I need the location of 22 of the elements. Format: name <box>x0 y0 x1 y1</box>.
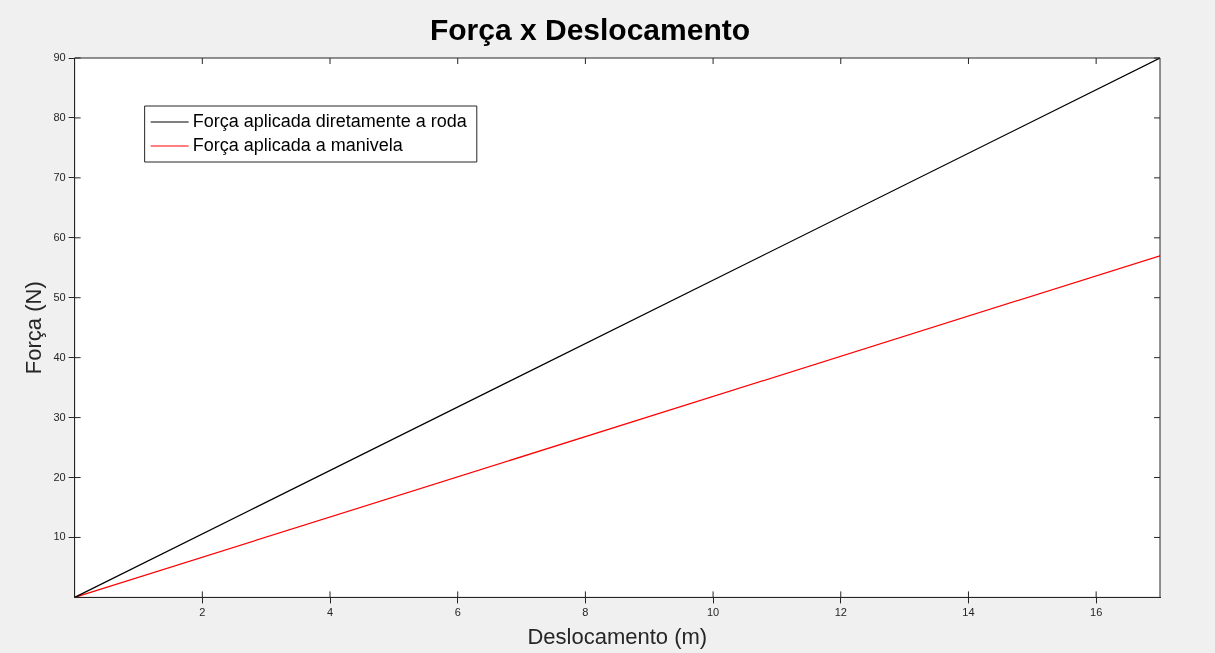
x-tick-label: 2 <box>199 606 206 619</box>
x-tick-label: 10 <box>706 606 720 619</box>
x-tick-label: 12 <box>834 606 847 619</box>
y-tick-label: 40 <box>53 350 66 363</box>
y-tick-label: 50 <box>53 290 66 303</box>
y-tick-label: 20 <box>53 470 66 483</box>
legend-label: Força aplicada diretamente a roda <box>192 110 468 131</box>
x-tick-label: 6 <box>454 606 461 619</box>
x-tick-label: 4 <box>326 606 334 619</box>
x-tick-label: 8 <box>582 606 589 619</box>
x-tick-label: 16 <box>1090 606 1103 619</box>
x-tick-label: 14 <box>962 606 975 619</box>
y-tick-label: 60 <box>53 230 66 243</box>
chart-title: Força x Deslocamento <box>429 13 751 47</box>
y-axis-title: Força (N) <box>21 281 47 375</box>
y-tick-label: 30 <box>53 410 66 423</box>
y-tick-label: 90 <box>53 51 66 64</box>
y-tick-label: 70 <box>53 170 66 183</box>
legend-label: Força aplicada a manivela <box>192 134 404 155</box>
y-tick-label: 10 <box>53 530 66 543</box>
x-axis-title: Deslocamento (m) <box>527 623 708 649</box>
y-tick-label: 80 <box>53 110 66 123</box>
